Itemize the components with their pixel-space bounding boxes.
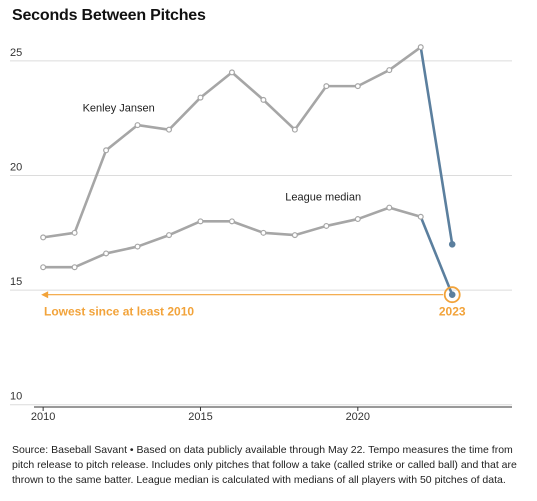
league-median-line <box>41 206 423 269</box>
kenley-jansen-point-2014 <box>166 126 173 133</box>
league-median-point-2018 <box>291 232 298 239</box>
kenley-jansen-point-2023 <box>448 240 456 248</box>
series-layer: Kenley Jansen League median <box>40 44 456 298</box>
methodology-note: Based on data publicly available through… <box>12 444 517 486</box>
league-median-point-2013 <box>134 243 141 250</box>
league-median-point-2020 <box>354 216 361 223</box>
league-median-point-2014 <box>166 232 173 239</box>
kenley-jansen-point-2019 <box>323 83 330 90</box>
kenley-jansen-point-2015 <box>197 94 204 101</box>
x-axis <box>34 406 512 411</box>
league-median-point-2016 <box>228 218 235 225</box>
kenley-jansen-line <box>41 45 423 239</box>
y-grid <box>10 60 512 406</box>
league-median-point-2022 <box>417 213 424 220</box>
kenley-jansen-point-2022 <box>417 44 424 51</box>
kenley-jansen-point-2013 <box>134 122 141 129</box>
kenley-jansen-point-2021 <box>386 67 393 74</box>
kenley-jansen-point-2018 <box>291 126 298 133</box>
league-median-point-2019 <box>323 222 330 229</box>
kenley-jansen-point-2011 <box>71 229 78 236</box>
lowest-since-label: Lowest since at least 2010 <box>44 305 194 319</box>
y-tick-label-20: 20 <box>10 162 22 174</box>
x-tick-label-2015: 2015 <box>188 411 212 423</box>
kenley-jansen-final-segment <box>419 45 454 246</box>
y-tick-labels: 10 15 20 25 <box>10 47 22 403</box>
x-tick-labels: 2010 2015 2020 <box>31 411 370 423</box>
league-median-label: League median <box>285 192 361 204</box>
x-tick-label-2020: 2020 <box>346 411 370 423</box>
year-2023-label: 2023 <box>439 305 466 319</box>
y-tick-label-15: 15 <box>10 276 22 288</box>
seconds-between-pitches-chart: 10 15 20 25 2010 2015 2020 Kenley Jansen Leagu… <box>10 44 512 423</box>
source-note: Source: Baseball Savant • Based on data … <box>12 443 527 488</box>
highlight-2023-ring <box>443 286 461 304</box>
kenley-jansen-label: Kenley Jansen <box>83 102 155 114</box>
kenley-jansen-point-2020 <box>354 83 361 90</box>
league-median-point-2011 <box>71 264 78 271</box>
source-label: Source: Baseball Savant <box>12 444 127 456</box>
league-median-point-2023 <box>448 291 456 298</box>
league-median-point-2021 <box>386 204 393 211</box>
x-tick-label-2010: 2010 <box>31 411 55 423</box>
chart-title: Seconds Between Pitches <box>12 7 206 24</box>
kenley-jansen-point-2012 <box>103 147 110 154</box>
kenley-jansen-point-2010 <box>40 234 47 241</box>
league-median-point-2012 <box>103 250 110 257</box>
league-median-point-2015 <box>197 218 204 225</box>
bullet-separator: • <box>129 444 134 456</box>
y-tick-label-10: 10 <box>10 391 22 403</box>
league-median-point-2010 <box>40 264 47 271</box>
kenley-jansen-point-2017 <box>260 96 267 103</box>
annotation-layer-front: Lowest since at least 2010 2023 <box>44 286 466 319</box>
kenley-jansen-point-2016 <box>228 69 235 76</box>
annotation-layer-back <box>41 291 444 299</box>
league-median-final-segment <box>419 215 454 296</box>
y-tick-label-25: 25 <box>10 47 22 59</box>
lowest-arrow-head <box>41 291 49 299</box>
league-median-point-2017 <box>260 229 267 236</box>
